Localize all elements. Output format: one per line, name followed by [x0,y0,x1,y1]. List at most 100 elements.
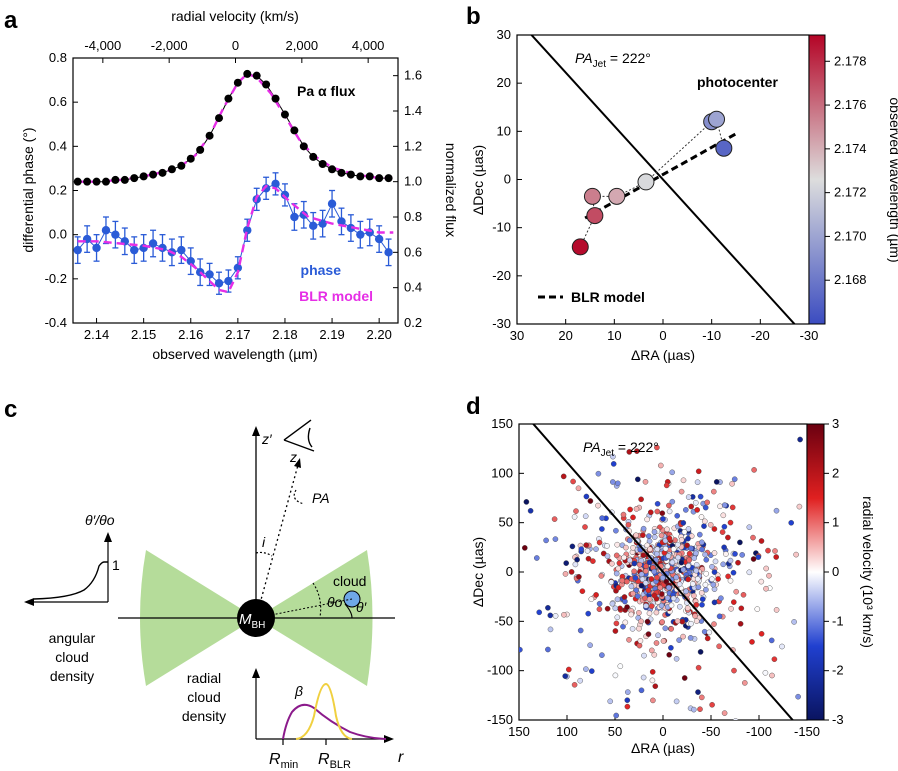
panel-c-letter: c [4,396,17,423]
cloud-point [719,529,726,535]
cloud-point [571,682,578,688]
cloud-point [709,563,715,570]
rblr-label: RBLR [318,751,351,771]
cloud-point [522,545,528,551]
cloud-point [625,689,631,695]
cloud-point [732,718,739,720]
cloud-point [758,631,765,637]
cloud-point [712,558,719,565]
cloud-point [590,558,596,564]
mbh-label: MBH [239,611,265,631]
cloud-point [659,575,666,581]
cloud-point [678,559,685,566]
cloud-point [690,581,696,587]
cloud-point [612,672,619,679]
cloud-point [721,544,727,551]
y-tick-label: 30 [497,27,511,42]
cloud-point [599,515,605,521]
phase-point [374,234,384,244]
cloud-point [693,618,700,624]
mbh-sub: BH [252,620,266,631]
flux-point [139,172,148,181]
y2-tick-label: 1.6 [404,68,422,83]
cloud-point [659,619,666,625]
cloud-point [573,508,579,514]
cloud-point [574,556,580,563]
mbh-main: M [239,611,252,628]
cloud-point [749,639,755,645]
phase-point [290,212,299,222]
colorbar-tick-label: 2 [832,465,839,480]
panel-b-colorbar [808,34,826,325]
cloud-point [772,548,778,554]
cloud-point [668,626,675,632]
cloud-point [728,606,734,612]
angular-density-label-2: cloud [55,649,88,665]
y2-tick-label: 1.0 [404,174,422,189]
cloud-point [699,596,706,603]
cloud-point [654,500,661,507]
cloud-point [627,557,633,564]
cloud-point [651,728,656,733]
cloud-point [614,541,621,548]
cloud-point [570,478,576,485]
cloud-point [652,683,659,690]
cloud-point [685,494,692,500]
cloud-point [628,583,635,590]
y-tick-label: 150 [491,416,513,431]
cloud-point [707,522,714,528]
cloud-point [630,514,636,521]
blr-model-legend-label: BLR model [571,289,645,305]
cloud-point [585,610,592,617]
cloud-point [680,477,687,484]
cloud-point [773,554,780,560]
cloud-point [697,493,704,500]
cloud-point [709,702,715,708]
cloud-point [691,706,697,713]
cloud-point [568,569,575,575]
cloud-point [642,595,648,602]
panel-a-top-axis-label: radial velocity (km/s) [171,8,299,24]
cloud-point [593,592,599,598]
cloud-point [717,503,723,510]
cloud-point [482,476,487,481]
cloud-point [779,643,785,650]
cloud-point [691,592,697,599]
cloud-point [640,552,647,559]
cloud-point [684,542,690,549]
x2-tick-label: -4,000 [84,38,121,53]
cloud-point [716,643,722,650]
cloud-point [795,693,801,700]
flux-point [177,161,186,170]
radial-inset-y-arrow-icon [252,668,260,678]
cloud-point [686,557,693,563]
flux-point [83,177,92,186]
cloud-point [681,529,688,535]
cloud-point [703,557,710,563]
cloud-point [674,513,681,519]
cloud-point [773,507,780,514]
panel-b-pa-jet-label: PAJet = 222° [575,50,651,70]
phase-point [101,226,111,235]
pa-sub: Jet [593,59,607,70]
cloud-point [596,539,603,546]
cloud-point [675,541,681,548]
cloud-point [613,527,619,534]
cloud-point [621,594,628,600]
cloud-point [642,478,649,485]
cloud-point [669,469,676,476]
cloud-point [617,605,623,612]
x-tick-label: 0 [659,724,666,739]
cloud-point [645,631,652,637]
cloud-point [702,551,708,558]
cloud-point [711,569,718,575]
cloud-point [536,609,543,616]
cloud-point [666,652,673,658]
x2-tick-label: 4,000 [352,38,385,53]
cloud-point [765,547,771,554]
cloud-label: cloud [333,573,366,589]
x-tick-label: 50 [608,724,622,739]
cloud-point [699,546,705,553]
cloud-point [758,578,765,585]
